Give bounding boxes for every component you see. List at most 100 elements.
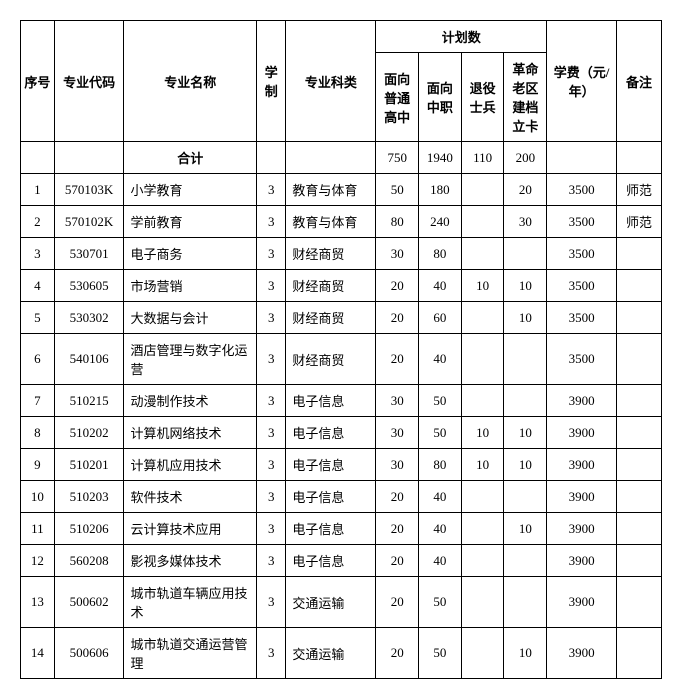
cell-code: 530302 <box>54 302 124 334</box>
cell-system: 3 <box>257 385 286 417</box>
cell-plan3 <box>461 302 504 334</box>
cell-note: 师范 <box>616 174 661 206</box>
cell-plan4: 30 <box>504 206 547 238</box>
cell-fee: 3900 <box>547 481 617 513</box>
table-row: 12560208影视多媒体技术3电子信息20403900 <box>21 545 662 577</box>
cell-code: 510215 <box>54 385 124 417</box>
cell-fee: 3500 <box>547 334 617 385</box>
cell-plan4: 10 <box>504 628 547 679</box>
cell-fee: 3900 <box>547 545 617 577</box>
table-row: 3530701电子商务3财经商贸30803500 <box>21 238 662 270</box>
cell-code: 510201 <box>54 449 124 481</box>
cell-plan4: 20 <box>504 174 547 206</box>
cell-note <box>616 545 661 577</box>
cell-plan1: 20 <box>376 334 419 385</box>
total-note <box>616 142 661 174</box>
header-code: 专业代码 <box>54 21 124 142</box>
cell-note <box>616 628 661 679</box>
cell-system: 3 <box>257 238 286 270</box>
cell-plan4: 10 <box>504 417 547 449</box>
header-plan4: 革命老区建档立卡 <box>504 53 547 142</box>
cell-code: 500606 <box>54 628 124 679</box>
cell-seq: 13 <box>21 577 55 628</box>
cell-seq: 9 <box>21 449 55 481</box>
cell-plan4 <box>504 385 547 417</box>
cell-name: 小学教育 <box>124 174 257 206</box>
cell-seq: 7 <box>21 385 55 417</box>
cell-category: 财经商贸 <box>286 270 376 302</box>
cell-plan2: 240 <box>419 206 462 238</box>
cell-plan4: 10 <box>504 302 547 334</box>
cell-note <box>616 238 661 270</box>
cell-plan3 <box>461 628 504 679</box>
cell-code: 530701 <box>54 238 124 270</box>
cell-plan4: 10 <box>504 513 547 545</box>
cell-note <box>616 481 661 513</box>
header-name: 专业名称 <box>124 21 257 142</box>
cell-system: 3 <box>257 513 286 545</box>
cell-fee: 3900 <box>547 385 617 417</box>
table-row: 13500602城市轨道车辆应用技术3交通运输20503900 <box>21 577 662 628</box>
cell-plan2: 40 <box>419 545 462 577</box>
cell-plan1: 30 <box>376 417 419 449</box>
cell-fee: 3900 <box>547 417 617 449</box>
cell-plan3: 10 <box>461 417 504 449</box>
cell-note <box>616 302 661 334</box>
total-system <box>257 142 286 174</box>
cell-plan2: 50 <box>419 577 462 628</box>
table-row: 14500606城市轨道交通运营管理3交通运输2050103900 <box>21 628 662 679</box>
cell-category: 交通运输 <box>286 628 376 679</box>
cell-plan1: 30 <box>376 238 419 270</box>
header-plan3: 退役士兵 <box>461 53 504 142</box>
cell-plan1: 20 <box>376 628 419 679</box>
cell-plan3 <box>461 334 504 385</box>
cell-code: 530605 <box>54 270 124 302</box>
cell-note: 师范 <box>616 206 661 238</box>
cell-note <box>616 513 661 545</box>
total-plan3: 110 <box>461 142 504 174</box>
cell-plan2: 50 <box>419 385 462 417</box>
cell-code: 540106 <box>54 334 124 385</box>
cell-plan3: 10 <box>461 270 504 302</box>
cell-plan3 <box>461 238 504 270</box>
cell-seq: 3 <box>21 238 55 270</box>
cell-name: 城市轨道交通运营管理 <box>124 628 257 679</box>
cell-note <box>616 385 661 417</box>
cell-fee: 3500 <box>547 238 617 270</box>
cell-system: 3 <box>257 577 286 628</box>
table-row: 9510201计算机应用技术3电子信息308010103900 <box>21 449 662 481</box>
table-row: 10510203软件技术3电子信息20403900 <box>21 481 662 513</box>
cell-code: 510206 <box>54 513 124 545</box>
cell-system: 3 <box>257 481 286 513</box>
total-label: 合计 <box>124 142 257 174</box>
table-row: 2570102K学前教育3教育与体育80240303500师范 <box>21 206 662 238</box>
cell-code: 510203 <box>54 481 124 513</box>
cell-plan4 <box>504 334 547 385</box>
cell-plan2: 50 <box>419 628 462 679</box>
cell-name: 电子商务 <box>124 238 257 270</box>
cell-plan2: 50 <box>419 417 462 449</box>
cell-plan2: 40 <box>419 334 462 385</box>
total-plan2: 1940 <box>419 142 462 174</box>
cell-name: 大数据与会计 <box>124 302 257 334</box>
cell-system: 3 <box>257 334 286 385</box>
header-plan2: 面向中职 <box>419 53 462 142</box>
total-category <box>286 142 376 174</box>
table-row: 7510215动漫制作技术3电子信息30503900 <box>21 385 662 417</box>
cell-seq: 6 <box>21 334 55 385</box>
cell-plan3: 10 <box>461 449 504 481</box>
cell-name: 计算机网络技术 <box>124 417 257 449</box>
cell-plan1: 20 <box>376 577 419 628</box>
cell-category: 电子信息 <box>286 385 376 417</box>
cell-plan3 <box>461 385 504 417</box>
table-body: 合计 750 1940 110 200 1570103K小学教育3教育与体育50… <box>21 142 662 679</box>
cell-plan3 <box>461 206 504 238</box>
header-seq: 序号 <box>21 21 55 142</box>
cell-plan1: 20 <box>376 513 419 545</box>
cell-seq: 2 <box>21 206 55 238</box>
table-row: 4530605市场营销3财经商贸204010103500 <box>21 270 662 302</box>
cell-name: 酒店管理与数字化运营 <box>124 334 257 385</box>
cell-system: 3 <box>257 417 286 449</box>
cell-system: 3 <box>257 628 286 679</box>
table-row: 8510202计算机网络技术3电子信息305010103900 <box>21 417 662 449</box>
